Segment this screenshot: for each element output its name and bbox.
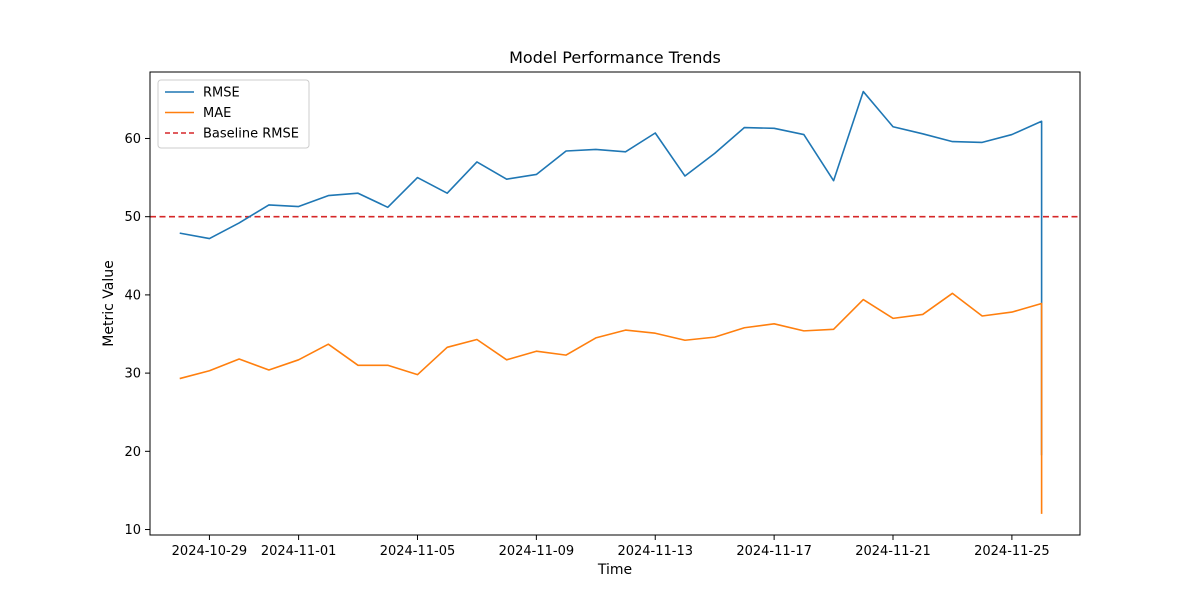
legend-label: MAE [203, 106, 231, 121]
x-tick-label: 2024-11-25 [974, 544, 1050, 559]
legend: RMSE MAE Baseline RMSE [157, 79, 310, 149]
y-tick-label: 30 [124, 367, 141, 382]
y-tick-label: 40 [124, 288, 141, 303]
chart-title: Model Performance Trends [509, 48, 721, 67]
plot-area: 10 20 30 40 50 60 2024-10-29 2024-11-01 2024-11-… [124, 71, 1081, 559]
series-line-rmse [179, 90, 1043, 456]
x-tick-label: 2024-11-17 [736, 544, 812, 559]
y-tick-label: 50 [124, 210, 141, 225]
x-tick-label: 2024-11-09 [499, 544, 575, 559]
x-tick-label: 2024-11-05 [380, 544, 456, 559]
y-tick-label: 60 [124, 132, 141, 147]
y-axis-title: Metric Value [101, 260, 117, 346]
y-tick-label: 10 [124, 523, 141, 538]
series-line-mae [179, 292, 1043, 514]
plot-frame [149, 71, 1081, 536]
legend-label: Baseline RMSE [203, 127, 299, 142]
x-axis-title: Time [597, 562, 632, 578]
x-tick-label: 2024-11-13 [617, 544, 693, 559]
x-tick-label: 2024-10-29 [172, 544, 248, 559]
y-tick-label: 20 [124, 445, 141, 460]
legend-box [157, 79, 310, 149]
legend-label: RMSE [203, 86, 240, 101]
x-tick-label: 2024-11-21 [855, 544, 931, 559]
x-tick-label: 2024-11-01 [261, 544, 337, 559]
